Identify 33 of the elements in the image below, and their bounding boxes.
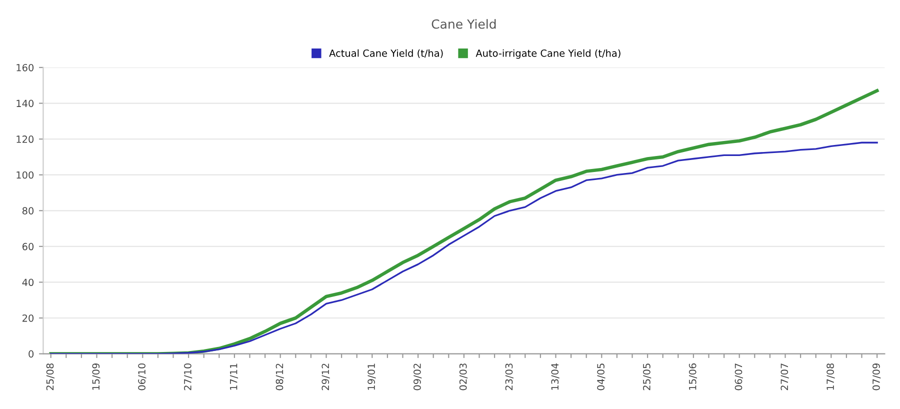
line-series (50, 142, 878, 354)
x-tick-label: 08/12 (276, 364, 284, 390)
y-tick-label: 40 (22, 278, 34, 286)
x-tick-label: 17/08 (826, 363, 835, 390)
y-tick-label: 0 (28, 350, 34, 358)
x-tick-label: 06/10 (138, 363, 146, 390)
legend-label: Actual Cane Yield (t/ha) (329, 49, 443, 58)
x-tick-label: 15/06 (688, 363, 698, 390)
x-tick-label: 15/09 (92, 363, 100, 390)
chart-title: Cane Yield (432, 19, 496, 29)
x-tick-label: 09/02 (414, 364, 422, 390)
x-tick-label: 04/05 (597, 364, 606, 390)
x-tick-label: 02/03 (459, 364, 468, 390)
x-tick-label: 19/01 (368, 364, 376, 390)
x-tick-label: 29/12 (322, 364, 330, 390)
x-tick-label: 25/08 (46, 363, 54, 390)
y-tick-label: 160 (16, 64, 34, 72)
y-tick-label: 120 (16, 136, 34, 143)
y-tick-label: 100 (16, 171, 34, 179)
x-tick-label: 13/04 (551, 363, 560, 390)
legend-label: Auto-irrigate Cane Yield (t/ha) (476, 49, 620, 59)
line-series (49, 89, 879, 354)
x-tick-label: 06/07 (734, 364, 743, 390)
y-tick-label: 20 (22, 314, 34, 322)
y-tick-label: 80 (22, 207, 34, 214)
x-tick-label: 27/07 (780, 364, 789, 390)
x-tick-label: 17/11 (230, 364, 238, 390)
x-tick-label: 23/03 (505, 364, 514, 390)
x-tick-label: 07/09 (872, 363, 881, 390)
x-tick-label: 25/05 (643, 364, 652, 390)
x-tick-label: 27/10 (184, 363, 192, 390)
y-tick-label: 60 (22, 242, 34, 250)
y-tick-label: 140 (16, 100, 34, 108)
